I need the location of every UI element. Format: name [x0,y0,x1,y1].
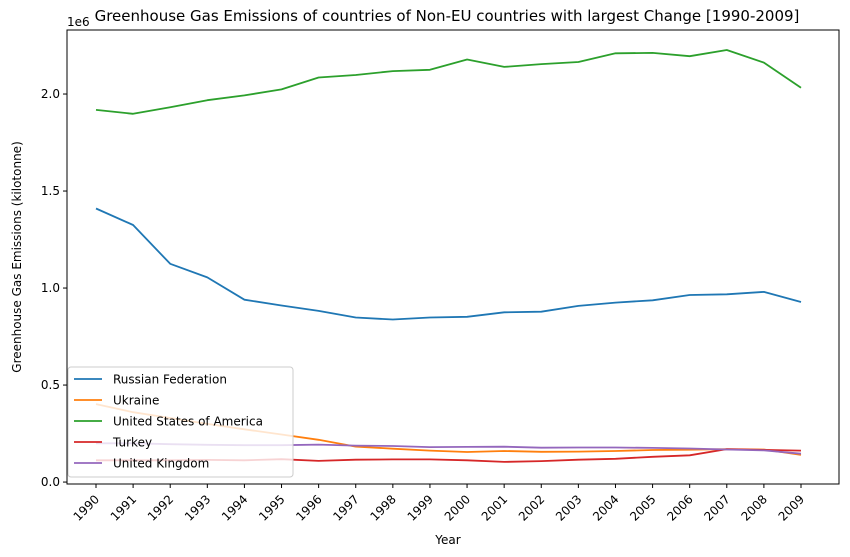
y-tick-label: 2.0 [41,87,60,101]
x-tick-label: 2005 [627,492,658,523]
x-tick-label: 1997 [330,492,361,523]
x-tick-label: 2009 [776,492,807,523]
x-tick-label: 2001 [479,492,510,523]
x-tick-label: 2006 [664,492,695,523]
x-tick-label: 1990 [71,492,102,523]
plot-area [66,29,840,485]
y-tick-label: 1.0 [41,281,60,295]
y-tick-label: 1.5 [41,184,60,198]
legend-label: Turkey [112,436,152,450]
x-tick-label: 2000 [442,492,473,523]
x-tick-label: 2004 [590,492,621,523]
legend-label: Ukraine [113,394,159,408]
legend-frame [67,366,294,478]
y-tick-label: 0.0 [41,475,60,489]
legend: Russian Federation Ukraine United States o… [67,366,294,478]
x-tick-label: 2007 [701,492,732,523]
y-tick-label: 0.5 [41,378,60,392]
x-tick-label: 2002 [516,492,547,523]
legend-label: United Kingdom [113,457,209,471]
x-axis-label: Year [434,533,460,547]
series-line-russian-federation [95,207,802,321]
x-tick-label: 1991 [108,492,139,523]
x-tick-label: 1994 [219,492,250,523]
x-tick-label: 2008 [739,492,770,523]
chart-title: Greenhouse Gas Emissions of countries of… [95,7,800,25]
legend-label: Russian Federation [113,373,227,387]
x-tick-label: 1996 [293,492,324,523]
x-tick-label: 1998 [367,492,398,523]
x-tick-label: 2003 [553,492,584,523]
series-line-united-states-of-america [95,49,802,115]
x-tick-label: 1995 [256,492,287,523]
x-tick-label: 1993 [182,492,213,523]
y-offset-text: 1e6 [67,15,90,29]
x-tick-label: 1999 [405,492,436,523]
y-axis-label: Greenhouse Gas Emissions (kilotonne) [10,141,24,372]
x-tick-label: 1992 [145,492,176,523]
legend-label: United States of America [113,415,263,429]
